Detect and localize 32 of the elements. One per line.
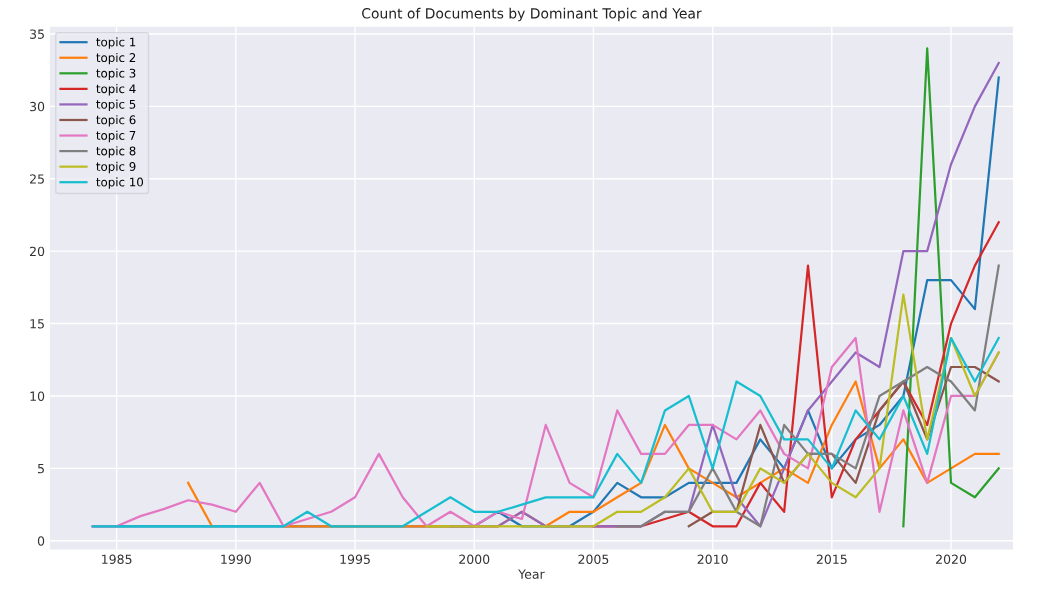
legend-label: topic 6 — [96, 115, 136, 127]
x-tick-label: 1990 — [221, 554, 251, 564]
legend-label: topic 4 — [96, 84, 136, 96]
legend-label: topic 10 — [96, 177, 144, 189]
line-series — [902, 47, 1000, 528]
legend-label: topic 7 — [96, 130, 136, 143]
legend-label: topic 5 — [96, 99, 136, 112]
legend-label: topic 9 — [96, 161, 136, 174]
x-tick-label: 1995 — [340, 554, 370, 564]
x-tick-label: 2005 — [578, 554, 609, 564]
x-tick-label: 2020 — [936, 554, 967, 564]
y-tick-label: 10 — [30, 391, 45, 401]
y-tick-label: 25 — [30, 174, 44, 184]
x-tick-label: 2010 — [697, 554, 728, 564]
y-tick-label: 5 — [38, 464, 44, 474]
x-tick-label: 2000 — [459, 554, 490, 564]
chart-title: Count of Documents by Dominant Topic and Year — [362, 7, 702, 22]
line-series — [425, 293, 1000, 528]
y-tick-label: 0 — [37, 536, 45, 546]
y-tick-label: 30 — [30, 101, 45, 112]
y-tick-label: 35 — [30, 29, 44, 39]
line-series — [91, 336, 1000, 528]
legend-label: topic 8 — [96, 146, 136, 158]
legend-label: topic 2 — [96, 52, 136, 65]
x-tick-label: 1985 — [102, 554, 132, 564]
y-tick-label: 15 — [30, 319, 44, 329]
legend-label: topic 1 — [96, 37, 136, 49]
legend-label: topic 3 — [96, 68, 136, 80]
line-series — [616, 264, 1000, 528]
x-tick-label: 2015 — [816, 554, 847, 564]
y-tick-label: 20 — [30, 246, 45, 257]
x-axis-title: Year — [518, 569, 545, 579]
